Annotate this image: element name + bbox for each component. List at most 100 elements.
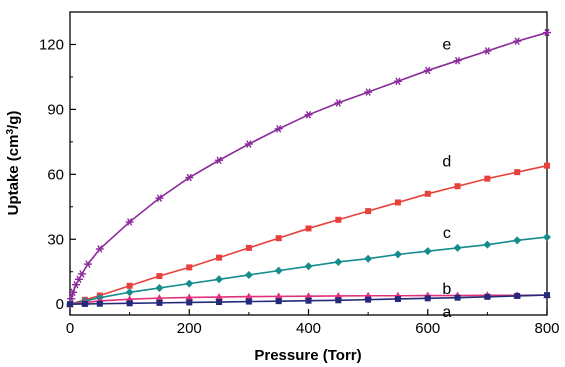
y-tick-label: 60 (47, 166, 64, 183)
series-e (67, 28, 551, 303)
data-point (275, 235, 282, 242)
data-point (454, 183, 461, 190)
data-point (274, 292, 283, 300)
data-point (216, 254, 223, 261)
data-point-stroke (276, 125, 282, 133)
data-point (364, 254, 373, 263)
data-point (185, 293, 194, 301)
data-point-stroke (85, 260, 91, 268)
data-point (68, 288, 77, 297)
data-point (274, 266, 283, 275)
data-point (454, 294, 461, 301)
data-point (334, 291, 343, 299)
y-tick-label: 120 (39, 36, 64, 53)
data-point (335, 297, 342, 304)
data-point (543, 233, 551, 242)
data-point (394, 199, 401, 206)
curve-label: d (442, 153, 451, 170)
data-point (245, 298, 252, 305)
data-point (186, 264, 193, 271)
curve-label: e (442, 36, 451, 53)
series-layer (66, 28, 551, 309)
data-point (514, 292, 521, 299)
y-axis-title-main: Uptake (cm (5, 135, 22, 216)
data-point (244, 292, 253, 300)
data-point-stroke (335, 99, 341, 107)
data-point (364, 88, 373, 96)
data-point-stroke (305, 110, 312, 119)
series-line (69, 164, 548, 305)
data-point (244, 140, 253, 148)
data-point (513, 37, 522, 46)
ticks-layer: 0 200 400 600 800 0 30 60 90 120 (39, 36, 560, 337)
data-point (304, 292, 313, 300)
data-point-stroke (186, 173, 192, 182)
data-point-stroke (97, 245, 103, 253)
data-point (453, 243, 462, 252)
data-point-stroke (156, 194, 163, 202)
data-point (96, 300, 103, 307)
data-point (185, 279, 194, 288)
data-point (216, 299, 223, 306)
data-point (81, 300, 88, 307)
data-point-stroke (425, 66, 431, 75)
data-point (484, 293, 491, 300)
curve-labels-layer: e d c ba (442, 36, 451, 320)
data-point (71, 280, 80, 289)
data-point (423, 66, 432, 75)
data-point (334, 99, 343, 107)
data-point (155, 294, 164, 302)
data-point (394, 295, 401, 302)
y-tick-label: 90 (47, 101, 64, 118)
data-point (155, 283, 164, 292)
data-point (335, 216, 342, 223)
y-axis-title-superscript: 3 (5, 129, 16, 135)
data-point (186, 299, 193, 306)
data-point-stroke (70, 288, 76, 297)
series-a (67, 292, 550, 308)
curve-label: c (443, 225, 451, 242)
data-point (185, 173, 194, 182)
data-point (423, 247, 432, 256)
data-point-stroke (484, 47, 490, 55)
x-tick-label: 0 (66, 320, 74, 337)
plot-area: 0 200 400 600 800 0 30 60 90 120 e d c ba (39, 11, 560, 337)
data-point (156, 299, 163, 306)
series-line (69, 294, 548, 305)
data-point (513, 236, 522, 245)
data-point (77, 270, 86, 278)
data-point (484, 175, 491, 182)
data-point (126, 300, 133, 307)
data-point-stroke (544, 28, 550, 37)
data-point (95, 245, 104, 253)
data-point (514, 169, 521, 176)
data-point (483, 47, 492, 55)
data-point (126, 282, 133, 289)
y-axis-title: Uptake (cm3/g) (5, 111, 22, 216)
x-tick-label: 400 (296, 320, 321, 337)
data-point (215, 156, 224, 165)
data-point (125, 288, 134, 297)
data-point (305, 297, 312, 304)
data-point-stroke (216, 156, 222, 165)
data-point (274, 125, 283, 133)
data-point (215, 275, 224, 284)
data-point (544, 292, 550, 299)
data-point (83, 260, 92, 268)
data-point (155, 194, 164, 202)
x-tick-label: 600 (415, 320, 440, 337)
data-point (275, 298, 282, 305)
series-d (67, 162, 550, 308)
data-point (424, 190, 431, 197)
data-point-stroke (79, 270, 85, 278)
data-point-stroke (395, 77, 401, 86)
curve-label: a (442, 304, 451, 321)
data-point (304, 110, 313, 119)
data-point (125, 218, 134, 226)
data-point (305, 225, 312, 232)
y-tick-label: 30 (47, 231, 64, 248)
data-point (74, 275, 83, 284)
data-point (67, 301, 73, 308)
series-line (70, 31, 548, 299)
